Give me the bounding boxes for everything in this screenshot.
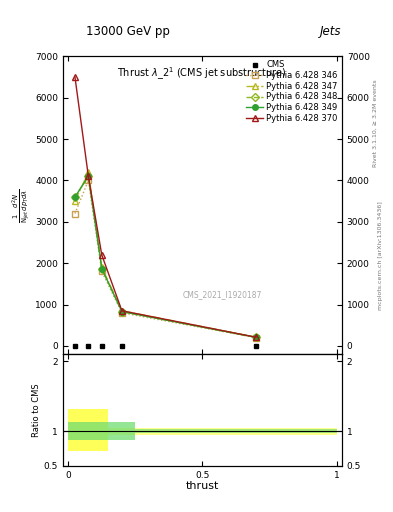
Pythia 6.428 370 bbox=[73, 74, 77, 80]
Pythia 6.428 346 bbox=[86, 177, 91, 183]
Pythia 6.428 348 bbox=[86, 173, 91, 179]
Pythia 6.428 346 bbox=[73, 210, 77, 217]
Text: 13000 GeV pp: 13000 GeV pp bbox=[86, 26, 170, 38]
Pythia 6.428 348 bbox=[73, 194, 77, 200]
Pythia 6.428 348 bbox=[254, 334, 259, 340]
CMS bbox=[86, 343, 91, 349]
Text: Rivet 3.1.10, ≥ 3.2M events: Rivet 3.1.10, ≥ 3.2M events bbox=[373, 79, 378, 167]
Pythia 6.428 349 bbox=[119, 309, 124, 315]
Pythia 6.428 347 bbox=[254, 334, 259, 340]
Pythia 6.428 348 bbox=[99, 266, 104, 272]
Line: Pythia 6.428 347: Pythia 6.428 347 bbox=[72, 169, 259, 340]
Pythia 6.428 346 bbox=[99, 268, 104, 274]
Line: Pythia 6.428 346: Pythia 6.428 346 bbox=[72, 178, 259, 340]
Text: CMS_2021_I1920187: CMS_2021_I1920187 bbox=[182, 290, 262, 299]
Pythia 6.428 349 bbox=[254, 334, 259, 340]
Pythia 6.428 347 bbox=[73, 198, 77, 204]
Text: Thrust $\lambda$_2$^1$ (CMS jet substructure): Thrust $\lambda$_2$^1$ (CMS jet substruc… bbox=[118, 65, 287, 82]
Pythia 6.428 370 bbox=[254, 334, 259, 340]
Pythia 6.428 370 bbox=[86, 173, 91, 179]
Pythia 6.428 346 bbox=[119, 310, 124, 316]
Pythia 6.428 349 bbox=[73, 194, 77, 200]
Pythia 6.428 349 bbox=[99, 266, 104, 272]
Pythia 6.428 347 bbox=[99, 264, 104, 270]
Pythia 6.428 347 bbox=[119, 308, 124, 314]
Pythia 6.428 370 bbox=[99, 252, 104, 258]
Pythia 6.428 370 bbox=[119, 308, 124, 314]
Line: Pythia 6.428 348: Pythia 6.428 348 bbox=[72, 174, 259, 340]
Y-axis label: Ratio to CMS: Ratio to CMS bbox=[32, 383, 41, 437]
Pythia 6.428 346 bbox=[254, 334, 259, 340]
CMS bbox=[73, 343, 77, 349]
Line: Pythia 6.428 370: Pythia 6.428 370 bbox=[72, 74, 259, 340]
CMS bbox=[99, 343, 104, 349]
CMS bbox=[254, 343, 259, 349]
Y-axis label: $\frac{1}{\mathrm{N}_{jet}} \frac{d^2N}{d p_T d\lambda}$: $\frac{1}{\mathrm{N}_{jet}} \frac{d^2N}{… bbox=[10, 188, 32, 223]
Line: CMS: CMS bbox=[73, 344, 259, 348]
Line: Pythia 6.428 349: Pythia 6.428 349 bbox=[72, 174, 259, 340]
Text: mcplots.cern.ch [arXiv:1306.3436]: mcplots.cern.ch [arXiv:1306.3436] bbox=[378, 202, 383, 310]
Legend: CMS, Pythia 6.428 346, Pythia 6.428 347, Pythia 6.428 348, Pythia 6.428 349, Pyt: CMS, Pythia 6.428 346, Pythia 6.428 347,… bbox=[245, 59, 340, 124]
Text: Jets: Jets bbox=[320, 26, 342, 38]
Pythia 6.428 348 bbox=[119, 309, 124, 315]
Pythia 6.428 347 bbox=[86, 169, 91, 175]
CMS bbox=[119, 343, 124, 349]
Pythia 6.428 349 bbox=[86, 173, 91, 179]
X-axis label: thrust: thrust bbox=[186, 481, 219, 491]
